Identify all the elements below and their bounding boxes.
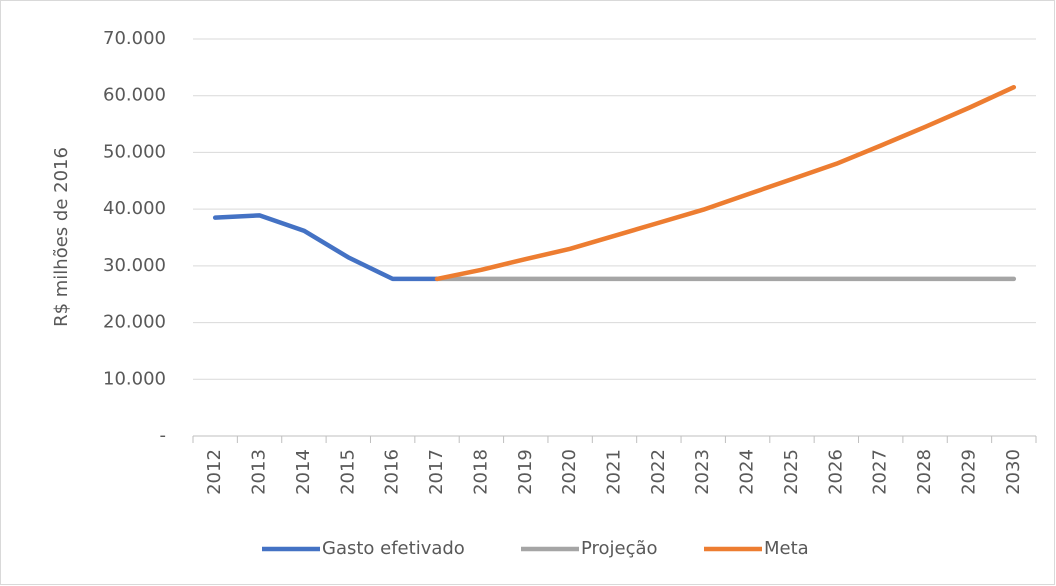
x-tick-label: 2013: [249, 449, 270, 495]
x-tick-label: 2024: [737, 449, 758, 495]
x-tick-label: 2030: [1003, 449, 1024, 495]
x-tick-label: 2012: [204, 449, 225, 495]
y-tick-label: 70.000: [103, 28, 166, 49]
line-series: [434, 84, 1017, 282]
x-tick-label: 2029: [958, 449, 979, 495]
y-tick-label: 20.000: [103, 312, 166, 333]
y-tick-label: 30.000: [103, 255, 166, 276]
y-tick-label: 60.000: [103, 85, 166, 106]
x-tick-label: 2027: [870, 449, 891, 495]
y-axis-title: R$ milhões de 2016: [51, 147, 72, 327]
x-tick-label: 2028: [914, 449, 935, 495]
x-tick-label: 2016: [382, 449, 403, 495]
legend-label: Projeção: [581, 538, 658, 559]
y-tick-label: 40.000: [103, 198, 166, 219]
legend-label: Gasto efetivado: [322, 538, 465, 559]
x-tick-label: 2021: [604, 449, 625, 495]
x-tick-label: 2014: [293, 449, 314, 495]
x-tick-label: 2023: [692, 449, 713, 495]
y-tick-label: 10.000: [103, 368, 166, 389]
x-tick-label: 2025: [781, 449, 802, 495]
x-tick-label: 2020: [559, 449, 580, 495]
legend-label: Meta: [764, 538, 809, 559]
x-tick-label: 2018: [470, 449, 491, 495]
x-tick-label: 2019: [515, 449, 536, 495]
x-tick-label: 2015: [337, 449, 358, 495]
y-tick-label: -: [160, 425, 167, 446]
line-series: [212, 213, 440, 282]
x-tick-label: 2022: [648, 449, 669, 495]
x-tick-label: 2017: [426, 449, 447, 495]
x-tick-label: 2026: [825, 449, 846, 495]
y-tick-label: 50.000: [103, 141, 166, 162]
